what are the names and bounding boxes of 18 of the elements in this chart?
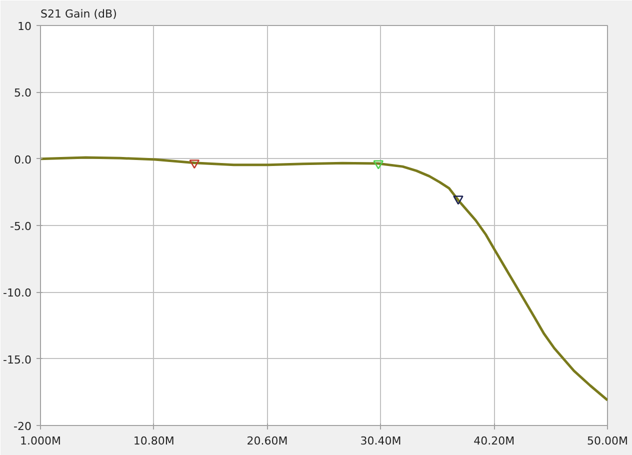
x-tick-label: 20.60M (246, 434, 288, 448)
x-tick-label: 30.40M (360, 434, 402, 448)
y-tick-label: -5.0 (10, 220, 32, 233)
y-axis-title: S21 Gain (dB) (40, 8, 117, 20)
y-tick-label: -15.0 (3, 353, 32, 366)
y-tick-label: 10 (18, 20, 32, 33)
x-tick-label: 10.80M (133, 434, 174, 448)
y-tick-label: 5.0 (14, 86, 32, 100)
line-series (40, 156, 608, 402)
x-tick-label: 50.00M (587, 434, 628, 448)
y-tick-label: 0.0 (14, 153, 32, 166)
y-tick-label: -20 (14, 420, 32, 433)
point (373, 160, 384, 170)
point (453, 196, 464, 205)
x-tick-label: 40.20M (474, 434, 515, 448)
x-tick-label: 1.000M (20, 434, 61, 448)
point (189, 160, 200, 169)
y-tick-label: -10.0 (3, 286, 32, 300)
